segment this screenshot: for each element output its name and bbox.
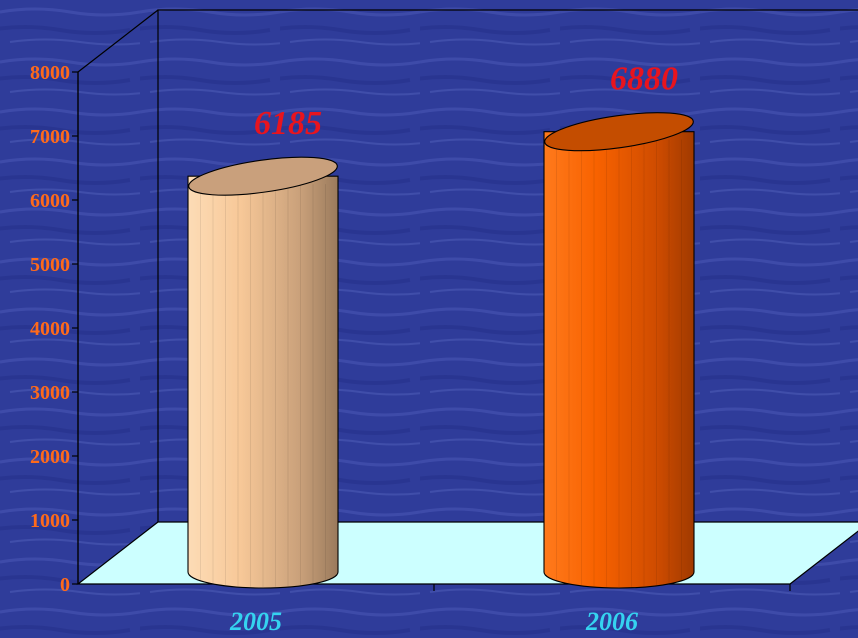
y-tick-label: 7000 [30,126,70,148]
y-tick-label: 2000 [30,446,70,468]
side-wall-top-edge [77,9,159,73]
cylinder-body [543,131,695,589]
x-tick-label: 2005 [229,607,282,636]
y-tick-label: 8000 [30,62,70,84]
data-label: 6185 [254,105,322,142]
y-tick-label: 1000 [30,510,70,532]
bar-2006 [543,112,695,589]
bar-2005 [187,156,339,589]
cylinder-body [187,175,339,589]
data-label: 6880 [610,61,678,98]
cylinder-top [188,156,338,196]
cylinder-top [544,112,694,152]
y-tick-label: 0 [60,574,70,596]
y-tick-label: 5000 [30,254,70,276]
y-tick-label: 3000 [30,382,70,404]
x-tick-label: 2006 [585,607,638,636]
y-tick-label: 6000 [30,190,70,212]
y-tick-label: 4000 [30,318,70,340]
